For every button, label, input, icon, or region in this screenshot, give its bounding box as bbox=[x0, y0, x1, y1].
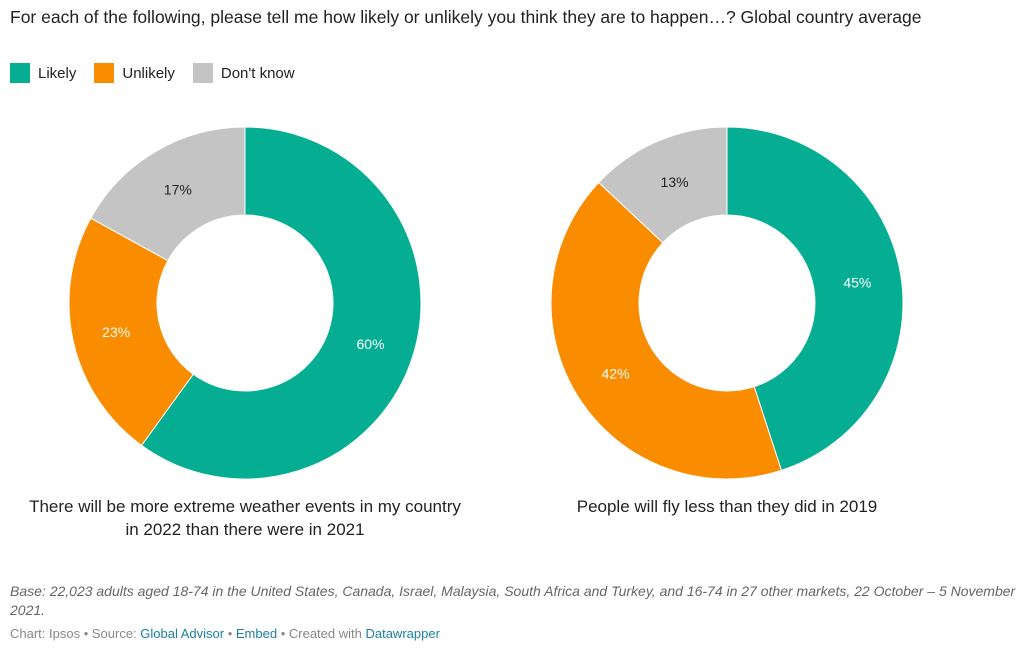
slice-value-label: 45% bbox=[843, 274, 871, 290]
donut-svg: 60% 23% 17% bbox=[68, 126, 422, 480]
byline-sep: • bbox=[224, 626, 236, 641]
chart-label-extreme-weather: There will be more extreme weather event… bbox=[29, 497, 461, 539]
legend-label: Unlikely bbox=[122, 64, 175, 82]
embed-link[interactable]: Embed bbox=[235, 626, 278, 641]
legend: Likely Unlikely Don't know bbox=[10, 63, 295, 83]
legend-label: Likely bbox=[38, 64, 77, 82]
donut-slice-don-t-know bbox=[90, 126, 246, 262]
slice-value-label: 13% bbox=[661, 174, 689, 190]
donut-slice-unlikely bbox=[68, 217, 194, 447]
donut-chart-extreme-weather: 60% 23% 17% bbox=[5, 118, 485, 488]
slice-value-label: 17% bbox=[164, 181, 192, 197]
legend-item-likely: Likely bbox=[10, 63, 76, 83]
legend-label: Don't know bbox=[220, 64, 295, 82]
donut-slice-likely bbox=[726, 126, 904, 472]
legend-swatch-unlikely bbox=[94, 63, 115, 83]
legend-swatch-dont-know bbox=[192, 63, 213, 83]
chart-title: For each of the following, please tell m… bbox=[10, 7, 922, 27]
slice-value-label: 60% bbox=[357, 336, 385, 352]
byline-text: Chart: Ipsos • Source: bbox=[10, 626, 141, 641]
donut-slice-don-t-know bbox=[597, 126, 728, 244]
legend-swatch-likely bbox=[10, 63, 30, 83]
slice-value-label: 23% bbox=[102, 324, 130, 340]
source-link[interactable]: Global Advisor bbox=[140, 626, 225, 641]
chart-label-fly-less: People will fly less than they did in 20… bbox=[576, 497, 878, 516]
byline-sep: • Created with bbox=[277, 626, 366, 641]
legend-item-unlikely: Unlikely bbox=[94, 63, 175, 83]
donut-svg: 45% 42% 13% bbox=[550, 126, 904, 480]
chart-notes: Base: 22,023 adults aged 18-74 in the Un… bbox=[10, 583, 1016, 618]
donut-slice-likely bbox=[140, 126, 422, 480]
datawrapper-link[interactable]: Datawrapper bbox=[365, 626, 440, 641]
donut-slice-unlikely bbox=[550, 181, 783, 480]
donut-chart-fly-less: 45% 42% 13% bbox=[487, 118, 967, 488]
legend-item-dont-know: Don't know bbox=[192, 63, 295, 83]
byline: Chart: Ipsos • Source: Global Advisor • … bbox=[10, 626, 440, 641]
slice-value-label: 42% bbox=[602, 366, 630, 382]
